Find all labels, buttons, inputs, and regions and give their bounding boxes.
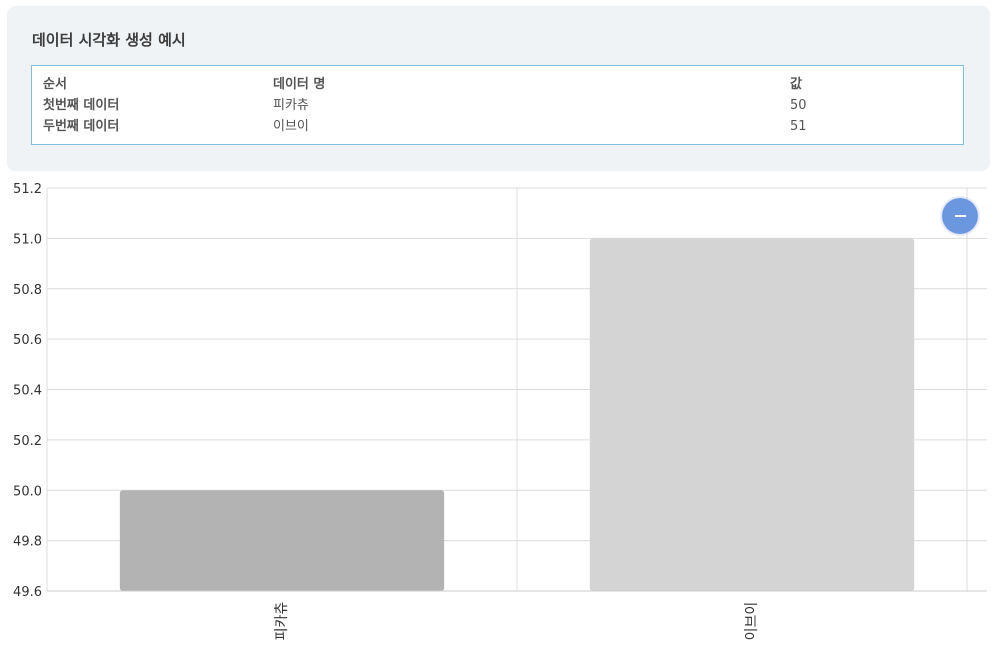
table-row: 두번째 데이터 이브이 51 bbox=[43, 116, 890, 137]
data-table-box: 순서 데이터 명 값 첫번째 데이터 피카츄 50 두번째 데이터 이브이 51 bbox=[31, 65, 964, 145]
data-panel: 데이터 시각화 생성 예시 순서 데이터 명 값 첫번째 데이터 피카츄 50 … bbox=[7, 6, 990, 171]
y-tick-label: 49.8 bbox=[13, 535, 42, 550]
y-tick-label: 51.0 bbox=[13, 232, 42, 247]
table-cell-order: 첫번째 데이터 bbox=[43, 98, 120, 113]
panel-title: 데이터 시각화 생성 예시 bbox=[32, 31, 186, 49]
y-tick-label: 49.6 bbox=[13, 585, 42, 600]
data-table: 순서 데이터 명 값 첫번째 데이터 피카츄 50 두번째 데이터 이브이 51 bbox=[43, 74, 890, 137]
table-header-row: 순서 데이터 명 값 bbox=[43, 74, 890, 95]
table-cell-value: 51 bbox=[790, 119, 807, 134]
y-tick-label: 50.2 bbox=[13, 434, 42, 449]
table-cell-name: 이브이 bbox=[273, 119, 309, 134]
y-tick-label: 50.0 bbox=[13, 484, 42, 499]
x-tick-label: 이브이 bbox=[744, 602, 760, 641]
y-tick-label: 50.8 bbox=[13, 283, 42, 298]
table-row: 첫번째 데이터 피카츄 50 bbox=[43, 95, 890, 116]
y-tick-label: 51.2 bbox=[13, 182, 42, 197]
column-header-name: 데이터 명 bbox=[273, 77, 326, 92]
x-tick-label: 피카츄 bbox=[274, 602, 290, 641]
bar bbox=[589, 238, 915, 591]
y-tick-label: 50.4 bbox=[13, 384, 42, 399]
column-header-order: 순서 bbox=[43, 77, 67, 92]
minus-icon bbox=[954, 215, 966, 217]
collapse-button[interactable] bbox=[942, 198, 978, 234]
table-cell-value: 50 bbox=[790, 98, 807, 113]
table-cell-order: 두번째 데이터 bbox=[43, 119, 120, 134]
y-tick-label: 50.6 bbox=[13, 333, 42, 348]
column-header-value: 값 bbox=[790, 77, 802, 92]
table-cell-name: 피카츄 bbox=[273, 98, 309, 113]
bar bbox=[119, 490, 445, 591]
bar-chart: 49.6 49.8 50.0 50.2 50.4 50.6 50.8 51.0 51.2 피카츄 이… bbox=[13, 182, 987, 641]
